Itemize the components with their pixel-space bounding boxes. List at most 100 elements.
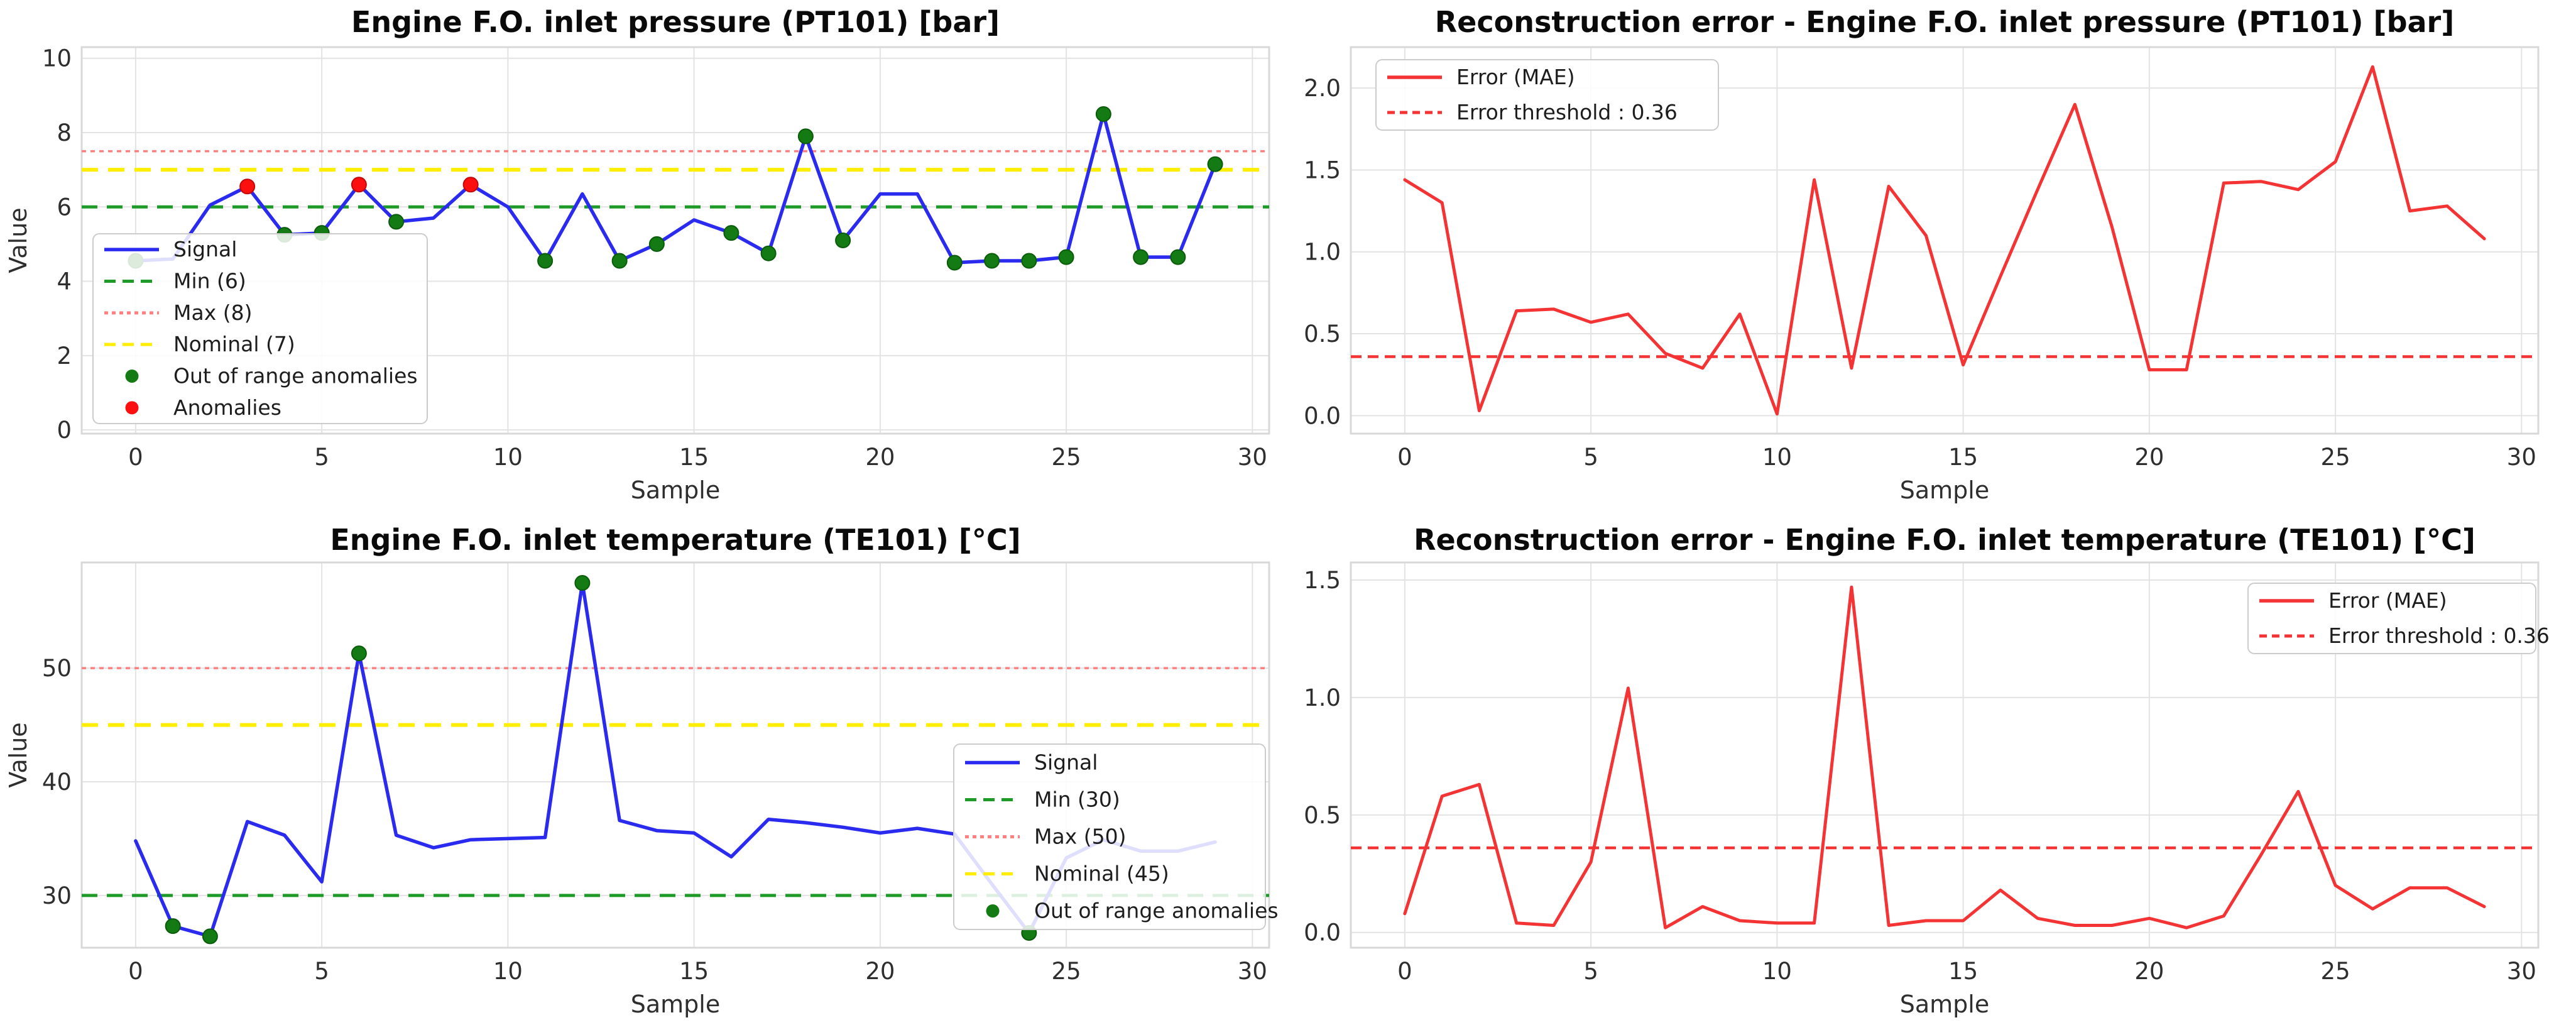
y-tick-labels: 0.0 0.5 1.0 1.5 <box>1304 567 1341 946</box>
x-axis-label: Sample <box>1900 476 1989 504</box>
legend-item: Out of range anomalies <box>986 899 1279 923</box>
svg-text:Out of range anomalies: Out of range anomalies <box>173 364 418 388</box>
svg-text:Error threshold : 0.36: Error threshold : 0.36 <box>2328 623 2550 648</box>
svg-text:10: 10 <box>493 958 523 985</box>
svg-text:25: 25 <box>2321 444 2350 471</box>
y-tick-labels: 0 2 4 6 8 10 <box>42 45 72 444</box>
x-tick-labels: 0 5 10 15 20 25 30 <box>128 444 1267 471</box>
svg-text:Max (50): Max (50) <box>1034 825 1126 849</box>
y-tick-labels: 0.0 0.5 1.0 1.5 2.0 <box>1304 75 1341 429</box>
legend-item: Nominal (45) <box>965 862 1169 886</box>
title-temperature-signal: Engine F.O. inlet temperature (TE101) [°… <box>330 523 1021 557</box>
svg-text:25: 25 <box>2321 958 2350 985</box>
svg-text:Error threshold : 0.36: Error threshold : 0.36 <box>1456 100 1678 124</box>
legend-item: Nominal (7) <box>104 332 295 356</box>
svg-text:4: 4 <box>57 268 72 295</box>
svg-text:0.5: 0.5 <box>1304 321 1341 348</box>
panel-pressure-error: 0 5 10 15 20 25 30 0.0 0.5 1.0 1.5 2.0 Sample Error (… <box>1304 46 2540 504</box>
svg-text:Signal: Signal <box>173 237 237 261</box>
svg-text:25: 25 <box>1052 444 1081 471</box>
svg-text:5: 5 <box>314 444 329 471</box>
svg-text:30: 30 <box>1238 444 1267 471</box>
axes-spine <box>1350 46 2540 435</box>
svg-text:Signal: Signal <box>1034 750 1098 775</box>
svg-text:1.0: 1.0 <box>1304 239 1341 266</box>
x-axis-label: Sample <box>631 476 720 504</box>
legend-item: Error threshold : 0.36 <box>1387 100 1678 124</box>
svg-text:10: 10 <box>493 444 523 471</box>
axes-spine <box>1350 561 2540 949</box>
svg-text:10: 10 <box>42 45 72 72</box>
legend-item: Signal <box>965 750 1098 775</box>
svg-text:30: 30 <box>42 882 72 909</box>
x-tick-labels: 0 5 10 15 20 25 30 <box>1397 444 2536 471</box>
x-tick-labels: 0 5 10 15 20 25 30 <box>1397 958 2536 985</box>
legend-item: Error (MAE) <box>1387 65 1575 89</box>
svg-text:8: 8 <box>57 119 72 146</box>
svg-text:Nominal (7): Nominal (7) <box>173 332 295 356</box>
x-axis-label: Sample <box>631 990 720 1018</box>
svg-text:25: 25 <box>1052 958 1081 985</box>
svg-text:Out of range anomalies: Out of range anomalies <box>1034 899 1279 923</box>
svg-text:Min (30): Min (30) <box>1034 787 1120 812</box>
svg-text:20: 20 <box>2134 444 2164 471</box>
svg-text:Error (MAE): Error (MAE) <box>2328 588 2447 613</box>
grid <box>1351 47 2538 434</box>
svg-text:15: 15 <box>1948 444 1978 471</box>
svg-text:5: 5 <box>1583 444 1598 471</box>
legend-item: Min (30) <box>965 787 1120 812</box>
svg-text:6: 6 <box>57 194 72 221</box>
svg-text:Nominal (45): Nominal (45) <box>1034 862 1169 886</box>
x-tick-labels: 0 5 10 15 20 25 30 <box>128 958 1267 985</box>
svg-text:Anomalies: Anomalies <box>173 395 281 420</box>
legend: Error (MAE) Error threshold : 0.36 <box>2247 583 2550 654</box>
legend-item: Error threshold : 0.36 <box>2259 623 2550 648</box>
svg-text:20: 20 <box>865 444 895 471</box>
legend-item: Max (8) <box>104 300 252 325</box>
svg-text:5: 5 <box>1583 958 1598 985</box>
svg-text:Error (MAE): Error (MAE) <box>1456 65 1575 89</box>
svg-text:50: 50 <box>42 655 72 682</box>
axes-spine <box>80 46 1270 435</box>
title-temperature-error: Reconstruction error - Engine F.O. inlet… <box>1414 523 2475 557</box>
svg-text:Max (8): Max (8) <box>173 300 252 325</box>
legend-item: Anomalies <box>125 395 281 420</box>
legend-item: Min (6) <box>104 269 246 293</box>
svg-text:1.5: 1.5 <box>1304 567 1341 594</box>
svg-text:5: 5 <box>314 958 329 985</box>
svg-text:30: 30 <box>2507 444 2536 471</box>
series-error-mae- <box>1403 65 2486 416</box>
svg-text:0: 0 <box>57 417 72 444</box>
y-tick-labels: 30 40 50 <box>42 655 72 909</box>
svg-text:1.0: 1.0 <box>1304 684 1341 711</box>
svg-text:0.0: 0.0 <box>1304 402 1341 429</box>
svg-text:0: 0 <box>128 958 143 985</box>
legend: Signal Min (30) Max (50) Nominal (45) Out of… <box>953 743 1279 930</box>
title-pressure-signal: Engine F.O. inlet pressure (PT101) [bar] <box>351 5 1000 39</box>
svg-text:0: 0 <box>1397 958 1412 985</box>
svg-text:30: 30 <box>1238 958 1267 985</box>
series-error-mae- <box>1403 585 2486 929</box>
svg-text:2.0: 2.0 <box>1304 75 1341 102</box>
svg-text:0: 0 <box>128 444 143 471</box>
panel-temperature-signal: 0 5 10 15 20 25 30 30 40 50 Sample Value Signal Min (… <box>4 561 1279 1018</box>
svg-text:10: 10 <box>1762 958 1792 985</box>
legend-item: Signal <box>104 237 237 261</box>
markers-anomalies <box>239 177 479 195</box>
x-axis-label: Sample <box>1900 990 1989 1018</box>
svg-text:30: 30 <box>2507 958 2536 985</box>
legend-item: Error (MAE) <box>2259 588 2447 613</box>
y-axis-label: Value <box>4 207 32 273</box>
y-axis-label: Value <box>4 722 32 787</box>
svg-text:0: 0 <box>1397 444 1412 471</box>
legend-item: Out of range anomalies <box>125 364 418 388</box>
svg-text:15: 15 <box>679 958 709 985</box>
svg-text:15: 15 <box>1948 958 1978 985</box>
reference-lines <box>82 150 1269 209</box>
svg-text:2: 2 <box>57 343 72 370</box>
markers-out-of-range-anomalies <box>165 575 1037 945</box>
svg-text:0.0: 0.0 <box>1304 919 1341 946</box>
legend: Error (MAE) Error threshold : 0.36 <box>1375 59 1719 131</box>
legend: Signal Min (6) Max (8) Nominal (7) Out of ra… <box>92 233 428 424</box>
axes-spine <box>80 561 1270 949</box>
